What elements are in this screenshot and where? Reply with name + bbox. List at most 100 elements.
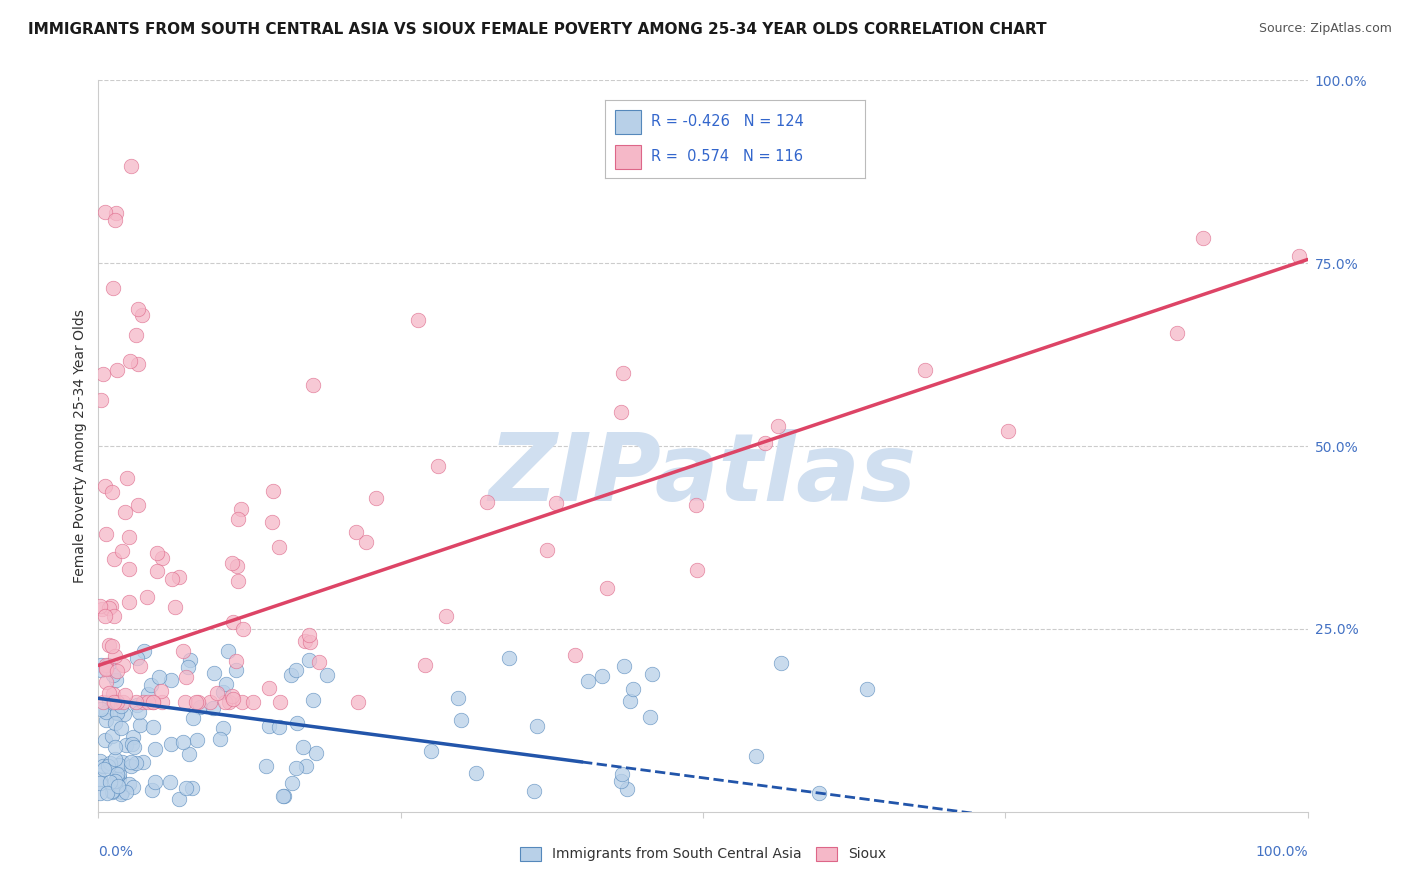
Point <box>100 729 122 743</box>
Point <box>96 786 118 800</box>
Point <box>596 581 619 595</box>
Point <box>129 659 152 673</box>
Point <box>610 774 633 789</box>
Point <box>613 659 636 673</box>
Point <box>97 759 120 773</box>
Point <box>160 572 183 586</box>
Point <box>294 758 316 772</box>
Point <box>347 695 370 709</box>
Point <box>90 663 112 677</box>
Point <box>117 562 139 576</box>
Point <box>148 670 170 684</box>
Point <box>914 362 936 376</box>
Point <box>177 659 200 673</box>
Point <box>97 695 120 709</box>
Point <box>107 705 129 719</box>
Point <box>91 367 114 381</box>
Bar <box>614 110 641 134</box>
Point <box>354 535 377 549</box>
Point <box>267 720 290 734</box>
Point <box>209 731 232 746</box>
Point <box>413 658 436 673</box>
Point <box>91 602 114 616</box>
Point <box>188 699 211 714</box>
Point <box>118 594 141 608</box>
Point <box>131 308 153 322</box>
Point <box>117 530 139 544</box>
Point <box>98 686 121 700</box>
Point <box>105 772 128 786</box>
Point <box>94 479 117 493</box>
Point <box>103 551 125 566</box>
Point <box>97 657 120 672</box>
Point <box>120 353 142 368</box>
Point <box>526 719 548 733</box>
Point <box>285 761 308 775</box>
Point <box>292 739 315 754</box>
Point <box>146 564 169 578</box>
Point <box>198 695 221 709</box>
Point <box>186 733 208 747</box>
Point <box>114 689 136 703</box>
Point <box>103 695 125 709</box>
Point <box>104 716 127 731</box>
Point <box>619 694 641 708</box>
Point <box>225 654 247 668</box>
Point <box>281 776 304 790</box>
Point <box>104 673 127 687</box>
Point <box>132 695 155 709</box>
Point <box>96 657 118 672</box>
Point <box>103 751 125 765</box>
Point <box>91 695 114 709</box>
Point <box>94 526 117 541</box>
Point <box>98 774 121 789</box>
Point <box>125 698 148 712</box>
Point <box>101 688 124 702</box>
Point <box>104 213 127 227</box>
Point <box>160 673 183 688</box>
Point <box>406 312 429 326</box>
Point <box>221 557 243 571</box>
Text: 100.0%: 100.0% <box>1256 845 1308 859</box>
Text: IMMIGRANTS FROM SOUTH CENTRAL ASIA VS SIOUX FEMALE POVERTY AMONG 25-34 YEAR OLDS: IMMIGRANTS FROM SOUTH CENTRAL ASIA VS SI… <box>28 22 1046 37</box>
Point <box>111 784 134 798</box>
Point <box>610 767 633 781</box>
Point <box>105 664 128 678</box>
Point <box>498 650 520 665</box>
Bar <box>614 145 641 169</box>
Point <box>1192 231 1215 245</box>
Point <box>298 653 321 667</box>
Text: ZIPatlas: ZIPatlas <box>489 429 917 521</box>
Point <box>177 747 200 761</box>
Point <box>218 695 240 709</box>
Point <box>450 714 472 728</box>
Point <box>127 357 149 371</box>
Point <box>229 502 252 516</box>
Point <box>114 785 136 799</box>
Point <box>612 366 634 380</box>
Point <box>201 701 224 715</box>
Point <box>110 698 132 713</box>
Point <box>115 739 138 753</box>
Point <box>232 622 254 636</box>
Point <box>174 670 197 684</box>
Point <box>96 705 118 719</box>
Point <box>259 681 281 695</box>
Point <box>427 459 450 474</box>
Point <box>117 471 139 485</box>
Point <box>131 755 153 769</box>
Point <box>142 695 165 709</box>
Point <box>269 540 291 554</box>
Point <box>294 633 316 648</box>
Point <box>523 784 546 798</box>
Point <box>181 781 204 796</box>
Point <box>446 691 468 706</box>
Point <box>298 628 321 642</box>
Point <box>89 776 111 790</box>
Point <box>174 781 197 796</box>
Point <box>94 733 117 747</box>
Point <box>96 675 118 690</box>
Point <box>149 683 172 698</box>
Point <box>118 777 141 791</box>
Point <box>202 665 225 680</box>
